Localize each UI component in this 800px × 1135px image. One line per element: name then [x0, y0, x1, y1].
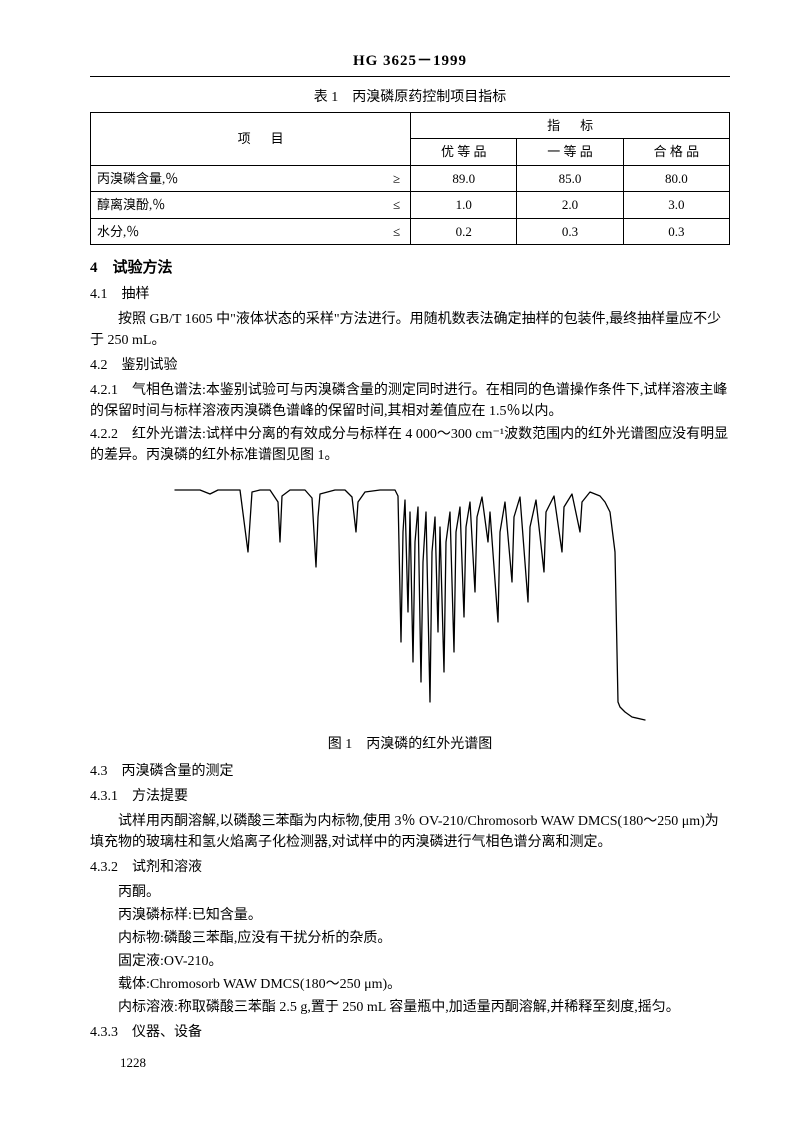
- table-row: 丙溴磷含量,％≥ 89.0 85.0 80.0: [91, 165, 730, 192]
- section-4: 4 试验方法: [90, 257, 730, 280]
- page-number: 1228: [90, 1053, 730, 1073]
- reagent-line: 丙酮。: [90, 882, 730, 903]
- para-4-3-1: 试样用丙酮溶解,以磷酸三苯酯为内标物,使用 3％ OV-210/Chromoso…: [90, 811, 730, 853]
- para-4-2-2: 4.2.2 红外光谱法:试样中分离的有效成分与标样在 4 000～300 cm⁻…: [90, 424, 730, 466]
- th-grade-3: 合 格 品: [623, 139, 729, 166]
- reagent-line: 内标物:磷酸三苯酯,应没有干扰分析的杂质。: [90, 928, 730, 949]
- table-caption: 表 1 丙溴磷原药控制项目指标: [90, 87, 730, 108]
- figure-1-caption: 图 1 丙溴磷的红外光谱图: [90, 734, 730, 755]
- ir-spectrum-chart: [170, 472, 650, 732]
- figure-1: [90, 472, 730, 732]
- reagent-line: 丙溴磷标样:已知含量。: [90, 905, 730, 926]
- th-indicator: 指标: [411, 112, 730, 139]
- para-4-1: 按照 GB/T 1605 中"液体状态的采样"方法进行。用随机数表法确定抽样的包…: [90, 309, 730, 351]
- table-row: 水分,％≤ 0.2 0.3 0.3: [91, 218, 730, 245]
- header-rule: [90, 76, 730, 77]
- table-row: 醇离溴酚,％≤ 1.0 2.0 3.0: [91, 192, 730, 219]
- section-4-1: 4.1 抽样: [90, 284, 730, 305]
- section-4-3: 4.3 丙溴磷含量的测定: [90, 761, 730, 782]
- reagent-line: 固定液:OV-210。: [90, 951, 730, 972]
- spec-table: 项目 指标 优 等 品 一 等 品 合 格 品 丙溴磷含量,％≥ 89.0 85…: [90, 112, 730, 246]
- para-4-2-1: 4.2.1 气相色谱法:本鉴别试验可与丙溴磷含量的测定同时进行。在相同的色谱操作…: [90, 380, 730, 422]
- section-4-3-2: 4.3.2 试剂和溶液: [90, 857, 730, 878]
- section-4-2: 4.2 鉴别试验: [90, 355, 730, 376]
- section-4-3-3: 4.3.3 仪器、设备: [90, 1022, 730, 1043]
- section-4-3-1: 4.3.1 方法提要: [90, 786, 730, 807]
- doc-code: HG 3625－1999: [90, 50, 730, 73]
- th-grade-2: 一 等 品: [517, 139, 623, 166]
- th-item: 项目: [91, 112, 411, 165]
- th-grade-1: 优 等 品: [411, 139, 517, 166]
- reagent-line: 载体:Chromosorb WAW DMCS(180～250 μm)。: [90, 974, 730, 995]
- reagent-line: 内标溶液:称取磷酸三苯酯 2.5 g,置于 250 mL 容量瓶中,加适量丙酮溶…: [90, 997, 730, 1018]
